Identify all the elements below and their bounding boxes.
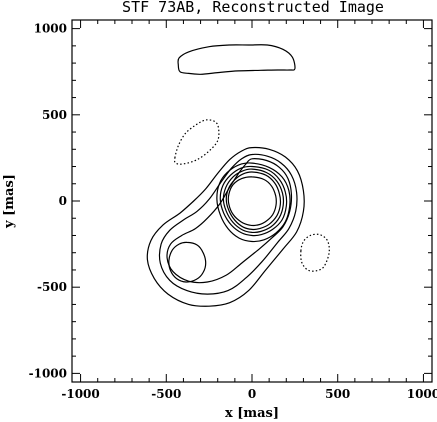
contour-line	[146, 146, 305, 307]
x-tick-label: -500	[151, 387, 181, 401]
y-tick-label: -1000	[29, 366, 67, 380]
y-tick-label: 1000	[34, 22, 67, 36]
contour-line	[225, 171, 282, 231]
contour-line	[227, 176, 277, 227]
contour-line	[177, 44, 296, 75]
x-tick-label: 500	[325, 387, 350, 401]
y-tick-label: 500	[42, 108, 67, 122]
chart-title: STF 73AB, Reconstructed Image	[122, 0, 384, 16]
contour-line	[216, 162, 291, 243]
contour-lines	[146, 44, 330, 307]
contour-line	[219, 165, 288, 237]
x-tick-label: -1000	[61, 387, 99, 401]
contour-line	[222, 168, 285, 234]
plot-frame	[71, 19, 433, 383]
contour-line	[168, 241, 207, 283]
negative-contour	[300, 233, 330, 272]
y-tick-label: -500	[37, 280, 67, 294]
x-tick-label: 0	[248, 387, 256, 401]
contour-line	[158, 153, 298, 295]
x-axis-label: x [mas]	[225, 406, 279, 421]
y-tick-label: 0	[59, 194, 67, 208]
negative-contour	[173, 119, 220, 165]
x-tick-label: 1000	[407, 387, 437, 401]
y-axis-label: y [mas]	[2, 174, 17, 229]
axis-ticks: -1000 -500 0 500 1000 -1000 -500 0 500 1000	[29, 20, 437, 401]
